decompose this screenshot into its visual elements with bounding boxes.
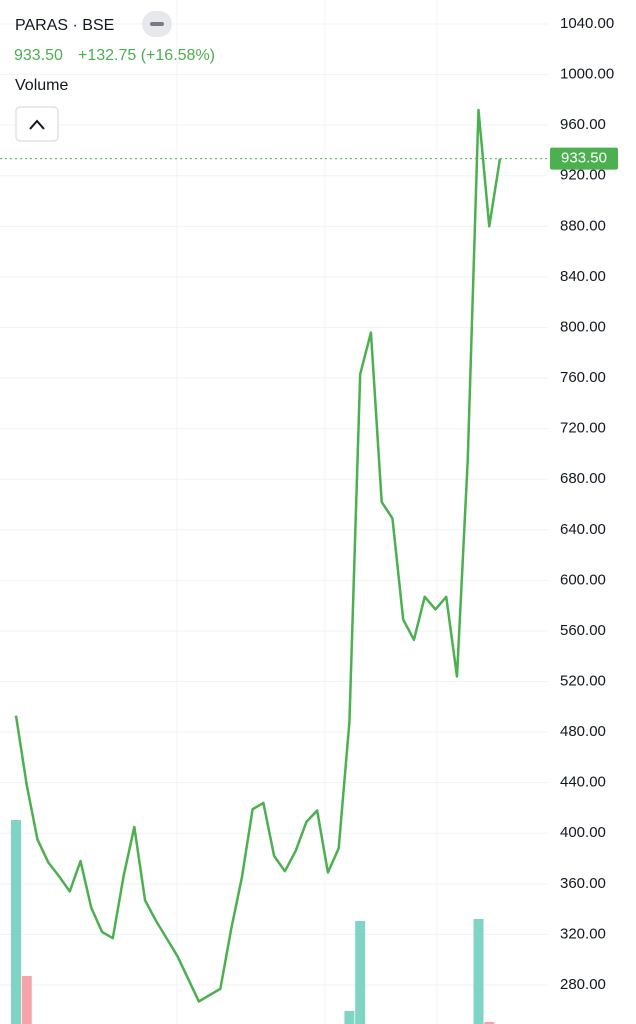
y-tick-label: 600.00 — [560, 571, 606, 588]
y-tick-label: 1000.00 — [560, 66, 614, 83]
y-tick-label: 320.00 — [560, 925, 606, 942]
price: 933.50 — [14, 47, 63, 64]
y-tick-label: 840.00 — [560, 268, 606, 285]
minus-icon — [150, 22, 164, 26]
toggle-button[interactable] — [15, 106, 59, 142]
grid — [0, 0, 548, 1024]
y-tick-label: 360.00 — [560, 875, 606, 892]
y-tick-label: 680.00 — [560, 470, 606, 487]
volume-bar — [473, 919, 484, 1024]
y-tick-label: 1040.00 — [560, 15, 614, 32]
y-tick-label: 920.00 — [560, 167, 606, 184]
chevron-icon — [29, 119, 45, 130]
volume — [11, 820, 495, 1024]
y-tick-label: 880.00 — [560, 217, 606, 234]
volume-bar — [344, 1011, 355, 1024]
plot — [0, 108, 550, 1003]
volume-bar — [355, 921, 366, 1024]
y-tick-label: 400.00 — [560, 824, 606, 841]
volume-bar — [484, 1022, 495, 1024]
y-tick-label: 720.00 — [560, 420, 606, 437]
volume-bar — [11, 820, 21, 1024]
volume-bar — [21, 976, 32, 1024]
y-tick-label: 480.00 — [560, 723, 606, 740]
symbol: PARAS · BSE — [15, 17, 114, 34]
y-tick-label: 800.00 — [560, 318, 606, 335]
y-tick-label: 520.00 — [560, 672, 606, 689]
y-tick-label: 280.00 — [560, 976, 606, 993]
y-tick-label: 440.00 — [560, 774, 606, 791]
y-tick-label: 960.00 — [560, 116, 606, 133]
price-tag — [550, 147, 618, 170]
price-line-series — [14, 108, 502, 1003]
y-tick-label: 760.00 — [560, 369, 606, 386]
price-tag-label: 933.50 — [561, 150, 607, 167]
y-tick-label: 640.00 — [560, 521, 606, 538]
y-tick-label: 560.00 — [560, 622, 606, 639]
change: +132.75 (+16.58%) — [78, 47, 215, 64]
volume-label: Volume — [15, 77, 68, 94]
